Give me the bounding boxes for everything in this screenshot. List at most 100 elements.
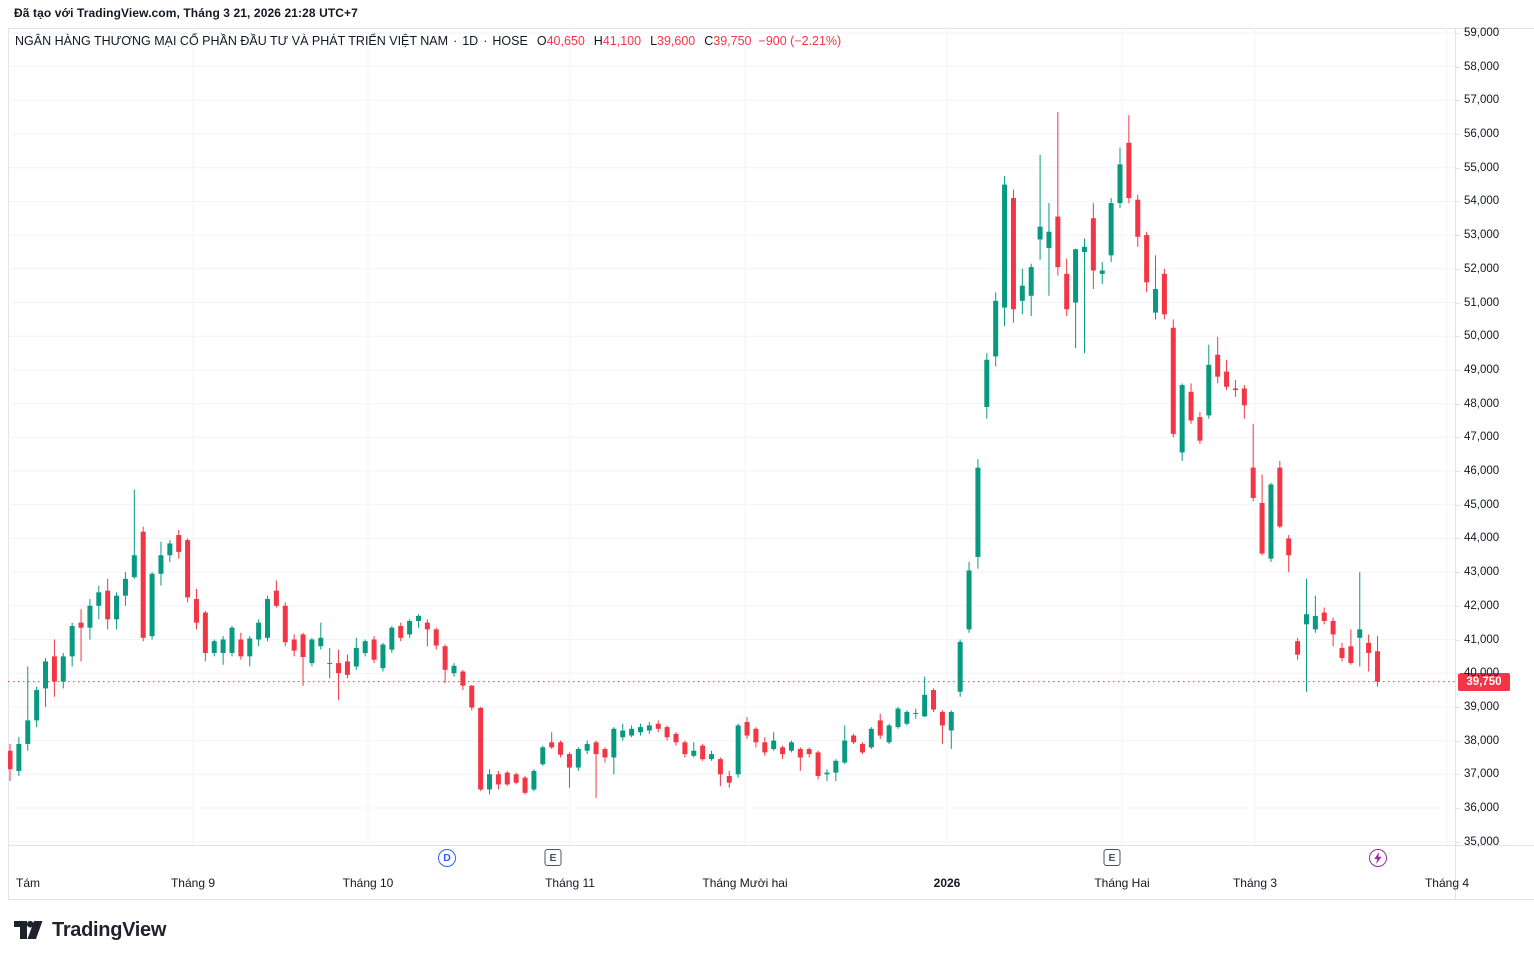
change-readout: −900 (−2.21%) [758,34,842,48]
candle-body [380,644,386,669]
y-axis-label: 57,000 [1464,94,1500,107]
candle-body [495,774,501,785]
candle-body [176,535,182,552]
y-axis-label: 35,000 [1464,835,1500,848]
candle-body [637,727,643,733]
candle-body [549,742,555,748]
price-axis[interactable]: 39,750 59,000 58,000 57,000 56,000 55,000 54,… [1455,27,1534,848]
candle-body [673,733,679,743]
candle-body [185,540,191,598]
x-axis-label: Tháng 4 [1424,876,1470,890]
candle-body [886,725,892,743]
candle-body [273,590,279,606]
candle-body [868,728,874,748]
legend-separator: · [483,34,488,48]
y-axis-tick [1455,471,1460,472]
y-axis-tick [1455,808,1460,809]
candle-body [327,663,333,665]
candle-body [122,578,128,596]
candle-body [1135,199,1141,237]
candle-body [1055,216,1061,268]
interval-label: 1D [462,34,479,48]
candle-body [1117,164,1123,204]
candle-body [753,728,759,743]
y-axis-label: 51,000 [1464,296,1500,309]
candlestick-plot[interactable] [8,28,1455,845]
brand-name: TradingView [52,918,167,941]
candle-body [1366,642,1372,653]
candle-body [602,749,608,758]
close-label: C [704,34,714,48]
candle-body [558,742,564,755]
candle-body [1126,142,1132,199]
candle-body [726,775,732,783]
candle-body [584,743,590,751]
x-axis-label: Tháng 10 [342,876,394,890]
y-axis-tick [1455,201,1460,203]
candle-body [202,612,208,653]
candle-body [735,725,741,775]
y-axis-tick [1455,134,1460,135]
tradingview-logo-icon [14,920,43,939]
candle-body [336,663,342,674]
candle-body [1019,285,1025,301]
candle-body [966,570,972,630]
time-axis[interactable]: Tám Tháng 9 Tháng 10 Tháng 11 Tháng Mười hai… [8,845,1469,899]
candle-body [167,543,173,556]
candle-body [69,626,75,657]
candle-body [1286,538,1292,556]
dividend-marker[interactable]: D [438,849,456,867]
y-axis-tick [1455,740,1460,742]
candle-body [913,712,919,714]
candle-body [256,622,262,640]
y-axis-tick [1455,66,1460,68]
candle-body [1090,218,1096,271]
event-marker[interactable] [1369,849,1387,867]
y-axis-tick [1455,538,1460,540]
earnings-marker[interactable]: E [544,849,562,866]
candle-body [424,622,430,630]
x-axis-label: Tám [16,876,40,890]
close-value: 39,750 [713,34,752,48]
exchange-label: HOSE [492,34,528,48]
y-axis-label: 42,000 [1464,599,1500,612]
candle-body [265,599,271,638]
y-axis-label: 47,000 [1464,431,1500,444]
close-readout: C39,750 [704,34,751,48]
candle-body [1037,226,1043,240]
candle-body [78,622,84,628]
candle-body [1215,354,1221,377]
low-label: L [650,34,658,48]
candle-body [238,639,244,657]
candle-body [60,656,66,682]
candle-body [1002,184,1008,308]
candle-body [1357,629,1363,638]
candle-body [815,752,821,776]
high-readout: H41,100 [594,34,641,48]
candle-body [1179,385,1185,453]
lightning-bolt-icon [1374,852,1382,864]
candle-body [504,772,510,785]
candle-body [105,590,111,620]
y-axis-label: 45,000 [1464,498,1500,511]
earnings-marker[interactable]: E [1103,849,1121,866]
open-value: 40,650 [546,34,585,48]
candle-body [566,754,572,768]
candle-body [1339,647,1345,659]
candle-body [1321,612,1327,621]
y-axis-tick [1455,841,1460,843]
candle-body [877,720,883,736]
candle-body [1206,364,1212,416]
candle-body [513,774,519,783]
candle-body [655,723,661,729]
y-axis-label: 58,000 [1464,60,1500,73]
candle-body [939,711,945,726]
candle-body [1170,327,1176,434]
y-axis-label: 56,000 [1464,128,1500,140]
candle-body [34,690,40,721]
candle-body [478,707,484,790]
x-axis-label: 2026 [933,876,961,890]
candle-body [389,627,395,650]
y-axis-tick [1455,706,1460,708]
candle-body [25,720,31,744]
